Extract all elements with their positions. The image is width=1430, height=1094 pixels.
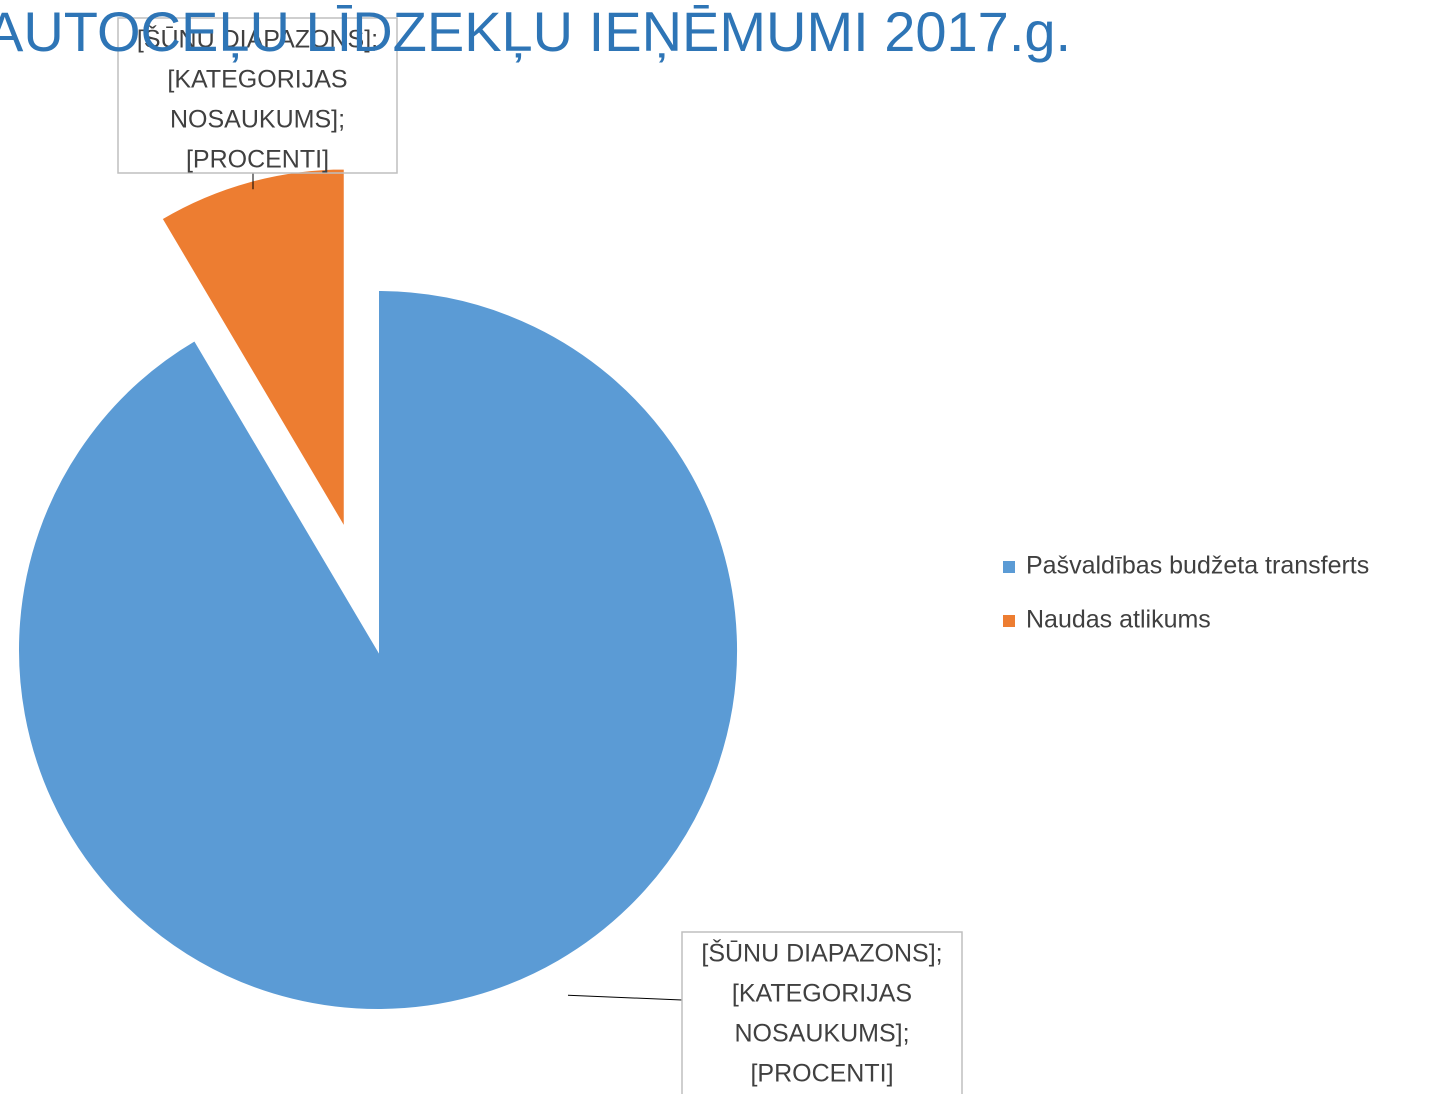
data-labels: [ŠŪNU DIAPAZONS]; [KATEGORIJAS NOSAUKUMS];…	[117, 17, 963, 1094]
leader-line	[567, 994, 683, 1001]
legend-swatch	[1003, 561, 1015, 573]
legend-label: Pašvaldības budžeta transferts	[1026, 552, 1369, 580]
label-box	[681, 931, 963, 1094]
data-label: [KATEGORIJAS	[732, 980, 912, 1008]
legend: Pašvaldības budžeta transferts Naudas atl…	[1003, 552, 1369, 634]
data-label: [ŠŪNU DIAPAZONS];	[137, 25, 378, 54]
legend-label: Naudas atlikums	[1026, 606, 1211, 634]
legend-swatch	[1003, 615, 1015, 627]
data-label: [ŠŪNU DIAPAZONS];	[701, 939, 942, 968]
pie	[17, 167, 739, 1011]
data-label: [KATEGORIJAS	[167, 66, 347, 94]
data-label: [PROCENTI]	[186, 146, 329, 174]
data-label: NOSAUKUMS];	[170, 106, 345, 134]
data-label: NOSAUKUMS];	[734, 1020, 909, 1048]
pie-slice	[17, 288, 739, 1011]
label-box	[117, 17, 398, 174]
pie-slice	[160, 167, 346, 533]
data-label: [PROCENTI]	[750, 1060, 893, 1088]
chart-title: AUTOCEĻU LĪDZEKĻU IEŅĒMUMI 2017.g.	[0, 0, 1071, 63]
